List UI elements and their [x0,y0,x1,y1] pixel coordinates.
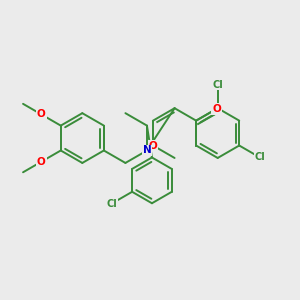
Text: O: O [149,140,158,151]
Text: N: N [142,146,151,155]
Text: Cl: Cl [212,80,223,90]
Text: O: O [37,157,46,167]
Text: Cl: Cl [254,152,265,162]
Text: Cl: Cl [106,199,117,208]
Text: O: O [212,104,221,114]
Text: O: O [37,110,46,119]
